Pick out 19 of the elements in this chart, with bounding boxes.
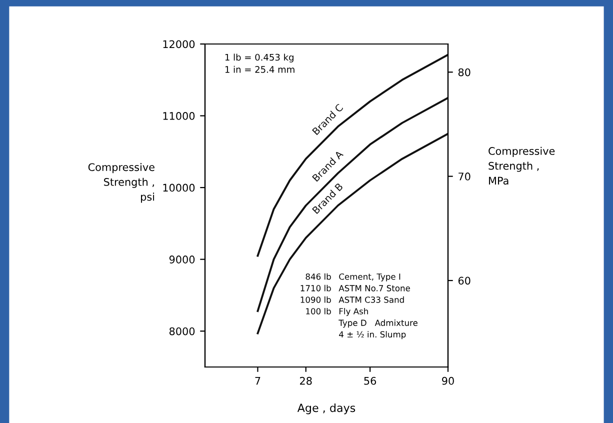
x-axis-title: Age , days bbox=[297, 403, 356, 414]
y2-axis-title: Compressive Strength , MPa bbox=[488, 146, 555, 185]
line-series bbox=[256, 54, 448, 257]
annotation: Cement, Type I ASTM No.7 Stone ASTM C33 Sand Fly Ash Type D Admixture 4 ± ½ in. Slump bbox=[338, 273, 418, 340]
x-tick-label: 90 bbox=[442, 376, 454, 385]
y-tick-label: 9000 bbox=[169, 256, 195, 264]
y-axis-title: Compressive Strength , psi bbox=[88, 163, 154, 203]
y-tick-label: 10000 bbox=[163, 184, 195, 192]
x-tick-label: 28 bbox=[300, 376, 312, 385]
x-tick-label: 7 bbox=[255, 377, 260, 385]
y-tick-label: 12000 bbox=[163, 40, 195, 48]
x-tick-label: 56 bbox=[364, 376, 376, 385]
y-tick-label: 11000 bbox=[163, 112, 195, 120]
y-tick-label: 8000 bbox=[169, 327, 195, 336]
y2-tick-label: 80 bbox=[458, 68, 470, 76]
y2-tick-label: 60 bbox=[458, 276, 470, 285]
y2-tick-label: 70 bbox=[458, 172, 470, 180]
annotation: 846 lb 1710 lb 1090 lb 100 lb bbox=[300, 273, 331, 314]
annotation: 1 lb = 0.453 kg 1 in = 25.4 mm bbox=[225, 54, 294, 73]
